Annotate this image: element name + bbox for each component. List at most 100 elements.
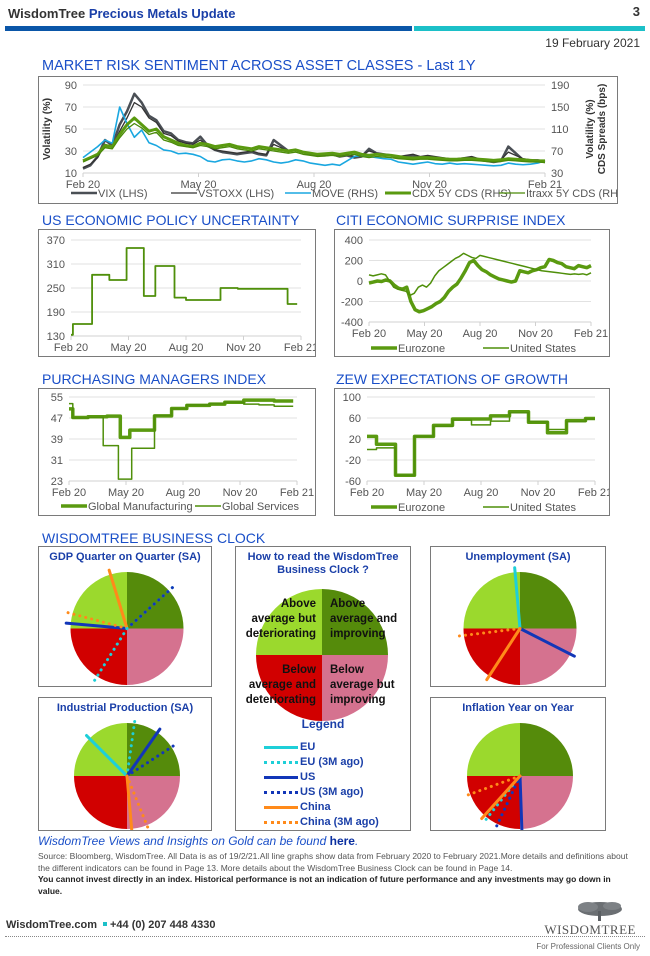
legend-item-label: US bbox=[300, 771, 316, 783]
epu-title: US ECONOMIC POLICY UNCERTAINTY bbox=[42, 212, 300, 228]
quadrant-above-deteriorating bbox=[467, 723, 520, 776]
document-title: WisdomTree Precious Metals Update bbox=[8, 6, 235, 21]
guide-above-improving: improving bbox=[330, 628, 386, 640]
x-tick-label: Aug 20 bbox=[464, 487, 499, 499]
legend-item: EU (3M ago) bbox=[264, 755, 364, 769]
series-line-cdx-5y-cds-rhs- bbox=[82, 116, 545, 163]
hand-china-3m bbox=[464, 774, 522, 798]
quadrant-below-improving bbox=[127, 776, 180, 829]
legend-line-icon bbox=[264, 820, 298, 824]
x-tick-label: Nov 20 bbox=[223, 487, 258, 499]
quadrant-below-deteriorating bbox=[70, 628, 127, 685]
y-tick-label: 100 bbox=[343, 392, 361, 404]
y2-tick-label: 30 bbox=[551, 168, 563, 180]
legend-line-icon bbox=[264, 775, 298, 779]
footer-phone: +44 (0) 207 448 4330 bbox=[109, 919, 216, 931]
hand-china bbox=[125, 774, 134, 835]
x-tick-label: Aug 20 bbox=[166, 487, 201, 499]
audience-note: For Professional Clients Only bbox=[536, 942, 640, 951]
footer-website[interactable]: WisdomTree.com bbox=[6, 919, 97, 931]
guide-above-deteriorating: deteriorating bbox=[246, 628, 316, 640]
clock-industrial: Industrial Production (SA) bbox=[38, 697, 212, 835]
legend-label: Eurozone bbox=[398, 502, 445, 514]
y-tick-label: 130 bbox=[47, 331, 65, 343]
x-tick-label: May 20 bbox=[110, 342, 146, 354]
market-risk-svg: 10 30 50 70 90 30 70 110 150 190 Feb 20 May 20 Aug 2… bbox=[41, 80, 629, 200]
legend-label: United States bbox=[510, 502, 577, 514]
x-tick-label: Feb 21 bbox=[574, 328, 608, 340]
y-axis-label: Volatility (%) bbox=[41, 98, 53, 160]
hand-eu-3m bbox=[483, 774, 522, 823]
x-tick-label: Nov 20 bbox=[226, 342, 261, 354]
x-tick-label: Feb 21 bbox=[284, 342, 315, 354]
guide-above-improving: Above bbox=[330, 598, 365, 610]
hand-us-3m bbox=[125, 743, 177, 778]
legend-item-label: China bbox=[300, 801, 331, 813]
series-line-united-states bbox=[368, 252, 592, 297]
guide-below-improving: Below bbox=[330, 664, 364, 676]
quadrant-below-improving bbox=[127, 628, 184, 685]
hand-china bbox=[480, 774, 522, 821]
quadrant-below-deteriorating bbox=[463, 628, 520, 685]
y2-axis-label: CDS Spreads (bps) bbox=[597, 84, 608, 175]
y-tick-label: 70 bbox=[65, 102, 77, 114]
clock-unemployment-svg bbox=[457, 566, 577, 685]
y-tick-label: 30 bbox=[65, 146, 77, 158]
quadrant-below-improving bbox=[520, 776, 573, 829]
hand-us bbox=[64, 621, 129, 630]
legend-label: MOVE (RHS) bbox=[312, 188, 378, 200]
hand-china-3m bbox=[457, 627, 522, 638]
quadrant-above-improving bbox=[520, 723, 573, 776]
hand-china-3m bbox=[66, 611, 129, 630]
business-clock-title: WISDOMTREE BUSINESS CLOCK bbox=[42, 530, 266, 546]
guide-above-deteriorating: average but bbox=[251, 613, 316, 625]
pmi-svg: 23 31 39 47 55 Feb 20 May 20 Aug 20 Nov 20 Feb 21… bbox=[51, 392, 314, 513]
zew-chart: -60 -20 20 60 100 Feb 20 May 20 Aug 20 Nov 20 Feb… bbox=[334, 388, 612, 516]
x-tick-label: Feb 20 bbox=[54, 342, 88, 354]
clock-inflation: Inflation Year on Year bbox=[430, 697, 606, 835]
legend-item: EU bbox=[264, 740, 315, 754]
clock-industrial-title: Industrial Production (SA) bbox=[56, 702, 194, 714]
y-tick-label: 60 bbox=[349, 413, 361, 425]
y-tick-label: 39 bbox=[51, 434, 63, 446]
pmi-chart: 23 31 39 47 55 Feb 20 May 20 Aug 20 Nov 20 Feb 21… bbox=[38, 388, 316, 516]
y-tick-label: 10 bbox=[65, 168, 77, 180]
guide-below-deteriorating: deteriorating bbox=[246, 694, 316, 706]
tree-logo-icon bbox=[578, 902, 622, 921]
series-line-united-states bbox=[367, 412, 595, 476]
footer-divider bbox=[5, 936, 645, 937]
header-bar-primary bbox=[5, 26, 412, 31]
y-tick-label: 250 bbox=[47, 283, 65, 295]
hand-eu-3m bbox=[125, 717, 137, 778]
legend-label: VIX (LHS) bbox=[98, 188, 148, 200]
insight-end: . bbox=[354, 834, 359, 848]
x-tick-label: Nov 20 bbox=[412, 179, 447, 191]
y-tick-label: 90 bbox=[65, 80, 77, 92]
hand-us-3m bbox=[494, 774, 522, 830]
y-tick-label: 50 bbox=[65, 124, 77, 136]
epu-svg: 130 190 250 310 370 Feb 20 May 20 Aug 20 Nov 20 F… bbox=[47, 235, 318, 354]
hand-us-3m bbox=[125, 586, 174, 630]
series-line-move-rhs- bbox=[82, 106, 546, 167]
guide-below-deteriorating: Below bbox=[282, 664, 316, 676]
brand-name: WisdomTree bbox=[8, 6, 86, 21]
separator-square-icon bbox=[102, 922, 107, 926]
epu-chart: 130 190 250 310 370 Feb 20 May 20 Aug 20 Nov 20 F… bbox=[38, 229, 318, 357]
x-tick-label: May 20 bbox=[406, 487, 442, 499]
page-number: 3 bbox=[632, 4, 640, 19]
legend-line-icon bbox=[264, 790, 298, 794]
quadrant-above-deteriorating bbox=[463, 572, 520, 629]
hand-us bbox=[125, 727, 162, 778]
guide-above-improving: average and bbox=[330, 613, 397, 625]
legend-item: China bbox=[264, 800, 331, 814]
y2-tick-label: 150 bbox=[551, 102, 569, 114]
legend-label: United States bbox=[510, 343, 577, 355]
clock-unemployment: Unemployment (SA) bbox=[430, 546, 606, 687]
quadrant-above-improving bbox=[322, 589, 388, 655]
quadrant-above-deteriorating bbox=[256, 589, 322, 655]
insight-link[interactable]: here bbox=[329, 834, 355, 848]
x-tick-label: Feb 20 bbox=[352, 328, 386, 340]
series-line-global-services bbox=[69, 401, 294, 480]
legend-label: Itraxx 5Y CDS (RHS) bbox=[526, 188, 617, 200]
insight-label: WisdomTree Views and Insights on Gold ca… bbox=[38, 834, 330, 848]
